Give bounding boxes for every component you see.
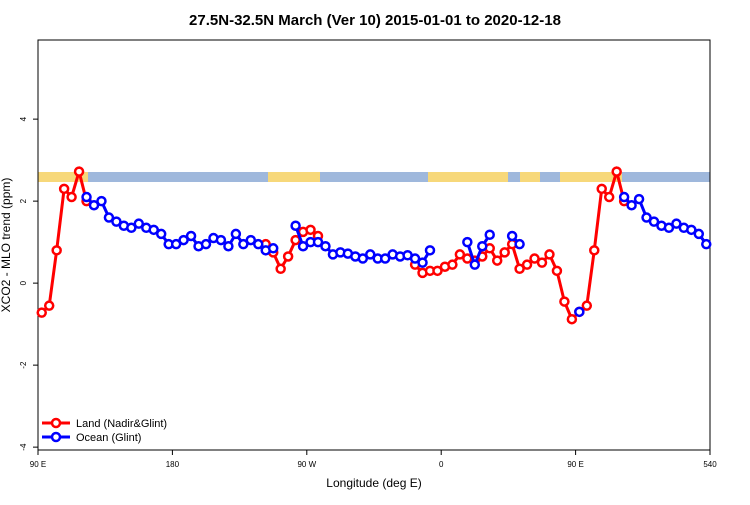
data-point bbox=[111, 216, 122, 227]
data-point bbox=[215, 234, 227, 246]
data-point bbox=[424, 245, 436, 256]
data-point bbox=[320, 240, 331, 252]
data-point bbox=[43, 300, 55, 311]
x-tick-label: 90 E bbox=[567, 460, 583, 469]
data-point bbox=[379, 253, 391, 264]
data-point bbox=[253, 238, 264, 250]
data-point bbox=[499, 247, 510, 258]
data-point bbox=[409, 253, 421, 264]
data-point bbox=[447, 259, 458, 270]
data-point bbox=[603, 191, 615, 203]
data-point bbox=[297, 240, 309, 252]
data-point bbox=[701, 238, 712, 250]
data-point bbox=[238, 238, 249, 250]
data-point bbox=[633, 193, 645, 205]
data-point bbox=[103, 212, 115, 223]
data-point bbox=[574, 306, 585, 318]
data-point bbox=[36, 307, 47, 318]
series-line bbox=[465, 233, 491, 270]
data-point bbox=[693, 228, 705, 240]
data-point bbox=[536, 257, 548, 268]
data-point bbox=[357, 253, 369, 264]
data-point bbox=[686, 224, 697, 236]
chart-title: 27.5N-32.5N March (Ver 10) 2015-01-01 to… bbox=[189, 12, 561, 29]
y-tick-label: 0 bbox=[19, 280, 28, 285]
y-tick-label: 2 bbox=[19, 198, 28, 203]
data-point bbox=[469, 259, 481, 270]
data-point bbox=[581, 300, 593, 311]
data-point bbox=[200, 238, 212, 250]
data-point bbox=[275, 263, 286, 275]
data-point bbox=[506, 230, 518, 242]
data-point bbox=[230, 228, 242, 240]
data-point bbox=[178, 234, 189, 246]
data-point bbox=[514, 238, 525, 250]
data-point bbox=[170, 238, 182, 250]
data-point bbox=[477, 240, 488, 252]
x-tick-label: 90 W bbox=[297, 460, 316, 469]
data-point bbox=[559, 296, 570, 307]
data-point bbox=[618, 191, 630, 203]
data-point bbox=[417, 257, 428, 268]
y-tick-label: -4 bbox=[19, 443, 28, 451]
data-point bbox=[81, 191, 92, 203]
data-point bbox=[596, 183, 607, 195]
data-point bbox=[66, 191, 77, 203]
data-point bbox=[51, 245, 62, 256]
x-axis-label: Longitude (deg E) bbox=[326, 476, 421, 490]
data-point bbox=[73, 166, 85, 177]
x-tick-label: 540 bbox=[703, 460, 717, 469]
data-point bbox=[432, 265, 443, 277]
data-point bbox=[312, 236, 324, 248]
data-point bbox=[290, 220, 301, 231]
data-point bbox=[529, 253, 540, 264]
legend-marker bbox=[50, 431, 62, 443]
data-point bbox=[245, 234, 257, 246]
data-point bbox=[589, 245, 600, 256]
data-point bbox=[155, 228, 167, 240]
data-point bbox=[133, 218, 145, 229]
data-point bbox=[641, 212, 652, 223]
data-point bbox=[648, 216, 660, 227]
x-tick-label: 180 bbox=[166, 460, 180, 469]
legend-marker bbox=[50, 417, 62, 429]
y-axis-label: XCO2 - MLO trend (ppm) bbox=[0, 178, 13, 313]
data-point bbox=[126, 222, 137, 234]
data-point bbox=[521, 259, 533, 270]
data-point bbox=[626, 199, 637, 211]
data-point bbox=[365, 249, 376, 260]
data-point bbox=[663, 222, 675, 234]
x-tick-label: 0 bbox=[439, 460, 444, 469]
data-point bbox=[566, 313, 578, 325]
data-point bbox=[148, 224, 159, 236]
data-point bbox=[454, 249, 466, 260]
x-tick-label: 90 E bbox=[30, 460, 46, 469]
data-point bbox=[88, 199, 100, 211]
data-point bbox=[185, 230, 197, 242]
data-point bbox=[223, 240, 234, 252]
data-point bbox=[484, 229, 495, 240]
data-point bbox=[267, 243, 279, 254]
data-point bbox=[514, 263, 525, 275]
data-point bbox=[96, 195, 107, 207]
data-point bbox=[551, 265, 563, 277]
data-point bbox=[58, 183, 70, 195]
data-point bbox=[491, 255, 503, 266]
data-point bbox=[544, 249, 555, 260]
y-tick-label: -2 bbox=[19, 361, 28, 369]
plot-frame bbox=[37, 39, 711, 451]
data-point bbox=[671, 218, 682, 229]
data-point bbox=[282, 251, 294, 262]
legend-label: Land (Nadir&Glint) bbox=[76, 418, 167, 430]
legend-label: Ocean (Glint) bbox=[76, 432, 141, 444]
data-point bbox=[462, 236, 473, 248]
map-strip bbox=[38, 172, 710, 182]
data-point bbox=[305, 224, 316, 236]
data-point bbox=[611, 166, 622, 177]
y-tick-label: 4 bbox=[19, 116, 28, 121]
